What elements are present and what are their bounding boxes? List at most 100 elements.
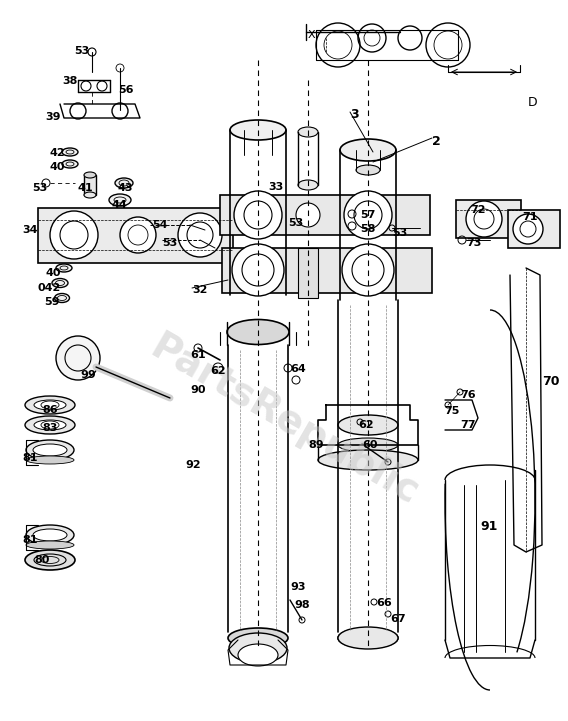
Ellipse shape	[338, 628, 398, 648]
Ellipse shape	[62, 160, 78, 168]
Text: 90: 90	[190, 385, 206, 395]
Text: 042: 042	[38, 283, 61, 293]
Ellipse shape	[26, 525, 74, 545]
Circle shape	[466, 201, 502, 237]
Ellipse shape	[298, 127, 318, 137]
Text: 59: 59	[44, 297, 60, 307]
Text: 62: 62	[210, 366, 225, 376]
Text: 66: 66	[376, 598, 392, 608]
Bar	[222, 248, 432, 293]
Text: 58: 58	[360, 224, 375, 234]
Circle shape	[234, 191, 282, 239]
Text: 53: 53	[288, 218, 303, 228]
Ellipse shape	[84, 192, 96, 198]
Text: 91: 91	[480, 520, 498, 533]
Text: 89: 89	[308, 440, 324, 450]
Circle shape	[232, 244, 284, 296]
Circle shape	[513, 214, 543, 244]
Bar	[298, 248, 318, 298]
Ellipse shape	[318, 450, 418, 470]
Circle shape	[296, 203, 320, 227]
Text: 56: 56	[118, 85, 133, 95]
Ellipse shape	[25, 416, 75, 434]
Text: 40: 40	[46, 268, 61, 278]
Text: 71: 71	[522, 212, 537, 222]
Text: 41: 41	[78, 183, 94, 193]
Text: 98: 98	[294, 600, 310, 610]
Text: 73: 73	[466, 238, 481, 248]
Circle shape	[344, 191, 392, 239]
Text: 72: 72	[470, 205, 486, 215]
Text: 53: 53	[392, 228, 407, 238]
Text: 67: 67	[390, 614, 406, 624]
Text: 3: 3	[350, 108, 358, 121]
Ellipse shape	[26, 440, 74, 460]
Text: 92: 92	[185, 460, 201, 470]
Ellipse shape	[52, 278, 68, 288]
Ellipse shape	[356, 165, 380, 175]
Ellipse shape	[34, 400, 66, 410]
Bar	[84, 175, 96, 195]
Ellipse shape	[25, 550, 75, 570]
Ellipse shape	[25, 396, 75, 414]
Circle shape	[56, 336, 100, 380]
Text: 81: 81	[22, 453, 37, 463]
Text: 81: 81	[22, 535, 37, 545]
Text: 39: 39	[45, 112, 61, 122]
Text: 99: 99	[80, 370, 96, 380]
Text: 44: 44	[112, 200, 128, 210]
Text: 38: 38	[62, 76, 77, 86]
Bar	[220, 195, 430, 235]
Text: 76: 76	[460, 390, 475, 400]
Text: 33: 33	[268, 182, 283, 192]
Text: 83: 83	[42, 423, 57, 433]
Ellipse shape	[230, 120, 286, 140]
Text: 43: 43	[118, 183, 133, 193]
Text: 40: 40	[50, 162, 65, 172]
Text: 61: 61	[190, 350, 206, 360]
Ellipse shape	[33, 444, 67, 456]
Ellipse shape	[33, 529, 67, 541]
Ellipse shape	[338, 627, 398, 649]
Ellipse shape	[55, 293, 69, 303]
Text: 32: 32	[192, 285, 207, 295]
Ellipse shape	[115, 178, 133, 188]
Ellipse shape	[109, 194, 131, 206]
Bar	[456, 200, 521, 238]
Ellipse shape	[26, 456, 74, 464]
Ellipse shape	[227, 319, 289, 345]
Bar	[38, 208, 233, 263]
Text: 93: 93	[290, 582, 306, 592]
Ellipse shape	[84, 172, 96, 178]
Text: 57: 57	[360, 210, 375, 220]
Ellipse shape	[340, 139, 396, 161]
Ellipse shape	[228, 628, 288, 648]
Ellipse shape	[229, 633, 287, 663]
Circle shape	[178, 213, 222, 257]
Text: 34: 34	[22, 225, 37, 235]
Text: 62: 62	[358, 420, 374, 430]
Text: 75: 75	[444, 406, 460, 416]
Ellipse shape	[34, 420, 66, 430]
Circle shape	[50, 211, 98, 259]
Text: 53: 53	[32, 183, 47, 193]
Text: 53: 53	[162, 238, 177, 248]
Text: D: D	[528, 96, 538, 109]
Ellipse shape	[56, 264, 72, 272]
Text: X: X	[308, 30, 316, 40]
Text: 60: 60	[362, 440, 378, 450]
Ellipse shape	[26, 541, 74, 549]
Ellipse shape	[298, 180, 318, 190]
Text: 77: 77	[460, 420, 475, 430]
Ellipse shape	[338, 438, 398, 452]
Text: 64: 64	[290, 364, 306, 374]
Ellipse shape	[338, 415, 398, 435]
Text: 42: 42	[50, 148, 66, 158]
Circle shape	[342, 244, 394, 296]
Circle shape	[120, 217, 156, 253]
Text: 53: 53	[74, 46, 89, 56]
Ellipse shape	[238, 644, 278, 666]
Text: PartsRepublic: PartsRepublic	[143, 327, 425, 513]
Text: 2: 2	[432, 135, 441, 148]
Text: 80: 80	[34, 555, 49, 565]
